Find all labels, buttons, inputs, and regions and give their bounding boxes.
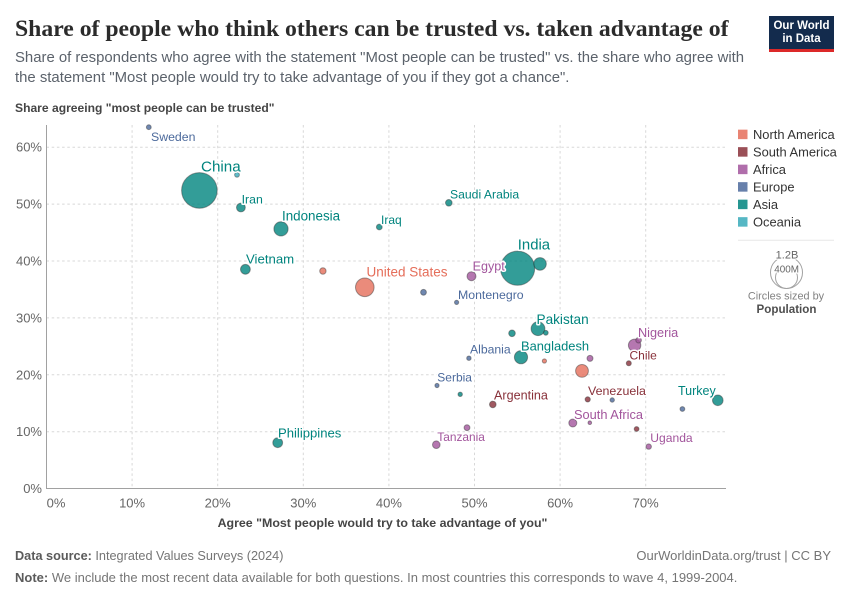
svg-text:India: India (518, 237, 551, 253)
svg-text:United States: United States (367, 265, 448, 280)
svg-text:70%: 70% (633, 496, 659, 511)
svg-text:Serbia: Serbia (437, 371, 472, 385)
svg-text:Tanzania: Tanzania (437, 430, 485, 444)
svg-text:30%: 30% (290, 496, 316, 511)
svg-text:60%: 60% (16, 140, 42, 155)
svg-text:China: China (201, 159, 241, 176)
svg-text:20%: 20% (205, 496, 231, 511)
svg-text:10%: 10% (119, 496, 145, 511)
svg-text:0%: 0% (23, 481, 42, 496)
svg-text:Europe: Europe (753, 179, 795, 194)
svg-text:Nigeria: Nigeria (638, 326, 679, 340)
svg-text:Philippines: Philippines (278, 426, 342, 441)
svg-text:20%: 20% (16, 367, 42, 382)
svg-text:Asia: Asia (753, 197, 779, 212)
svg-text:South Africa: South Africa (574, 407, 644, 422)
svg-text:Africa: Africa (753, 162, 787, 177)
svg-text:40%: 40% (376, 496, 402, 511)
svg-text:30%: 30% (16, 310, 42, 325)
svg-text:Egypt: Egypt (473, 260, 506, 274)
svg-text:400M: 400M (774, 265, 799, 276)
svg-text:Pakistan: Pakistan (537, 312, 589, 327)
svg-text:Circles sized by: Circles sized by (748, 291, 825, 303)
svg-text:Turkey: Turkey (678, 384, 716, 398)
svg-text:Oceania: Oceania (753, 214, 802, 229)
svg-text:North America: North America (753, 127, 835, 142)
svg-text:0%: 0% (47, 496, 66, 511)
svg-text:South America: South America (753, 144, 838, 159)
svg-text:Iraq: Iraq (381, 213, 402, 227)
svg-text:Albania: Albania (470, 343, 511, 357)
svg-text:Uganda: Uganda (650, 431, 693, 445)
svg-text:Vietnam: Vietnam (246, 251, 294, 266)
svg-text:Bangladesh: Bangladesh (521, 339, 589, 354)
svg-text:Saudi Arabia: Saudi Arabia (450, 188, 519, 202)
svg-text:60%: 60% (547, 496, 573, 511)
svg-text:40%: 40% (16, 254, 42, 269)
svg-text:Sweden: Sweden (151, 130, 196, 144)
svg-text:Montenegro: Montenegro (458, 288, 524, 302)
svg-text:1.2B: 1.2B (776, 249, 799, 261)
svg-text:Venezuela: Venezuela (588, 384, 646, 398)
svg-text:10%: 10% (16, 424, 42, 439)
svg-text:Chile: Chile (630, 349, 658, 363)
svg-text:50%: 50% (16, 197, 42, 212)
svg-text:50%: 50% (461, 496, 487, 511)
svg-text:Population: Population (757, 303, 817, 316)
svg-text:Iran: Iran (242, 193, 263, 207)
svg-text:Argentina: Argentina (494, 389, 548, 403)
svg-text:Indonesia: Indonesia (282, 209, 341, 224)
